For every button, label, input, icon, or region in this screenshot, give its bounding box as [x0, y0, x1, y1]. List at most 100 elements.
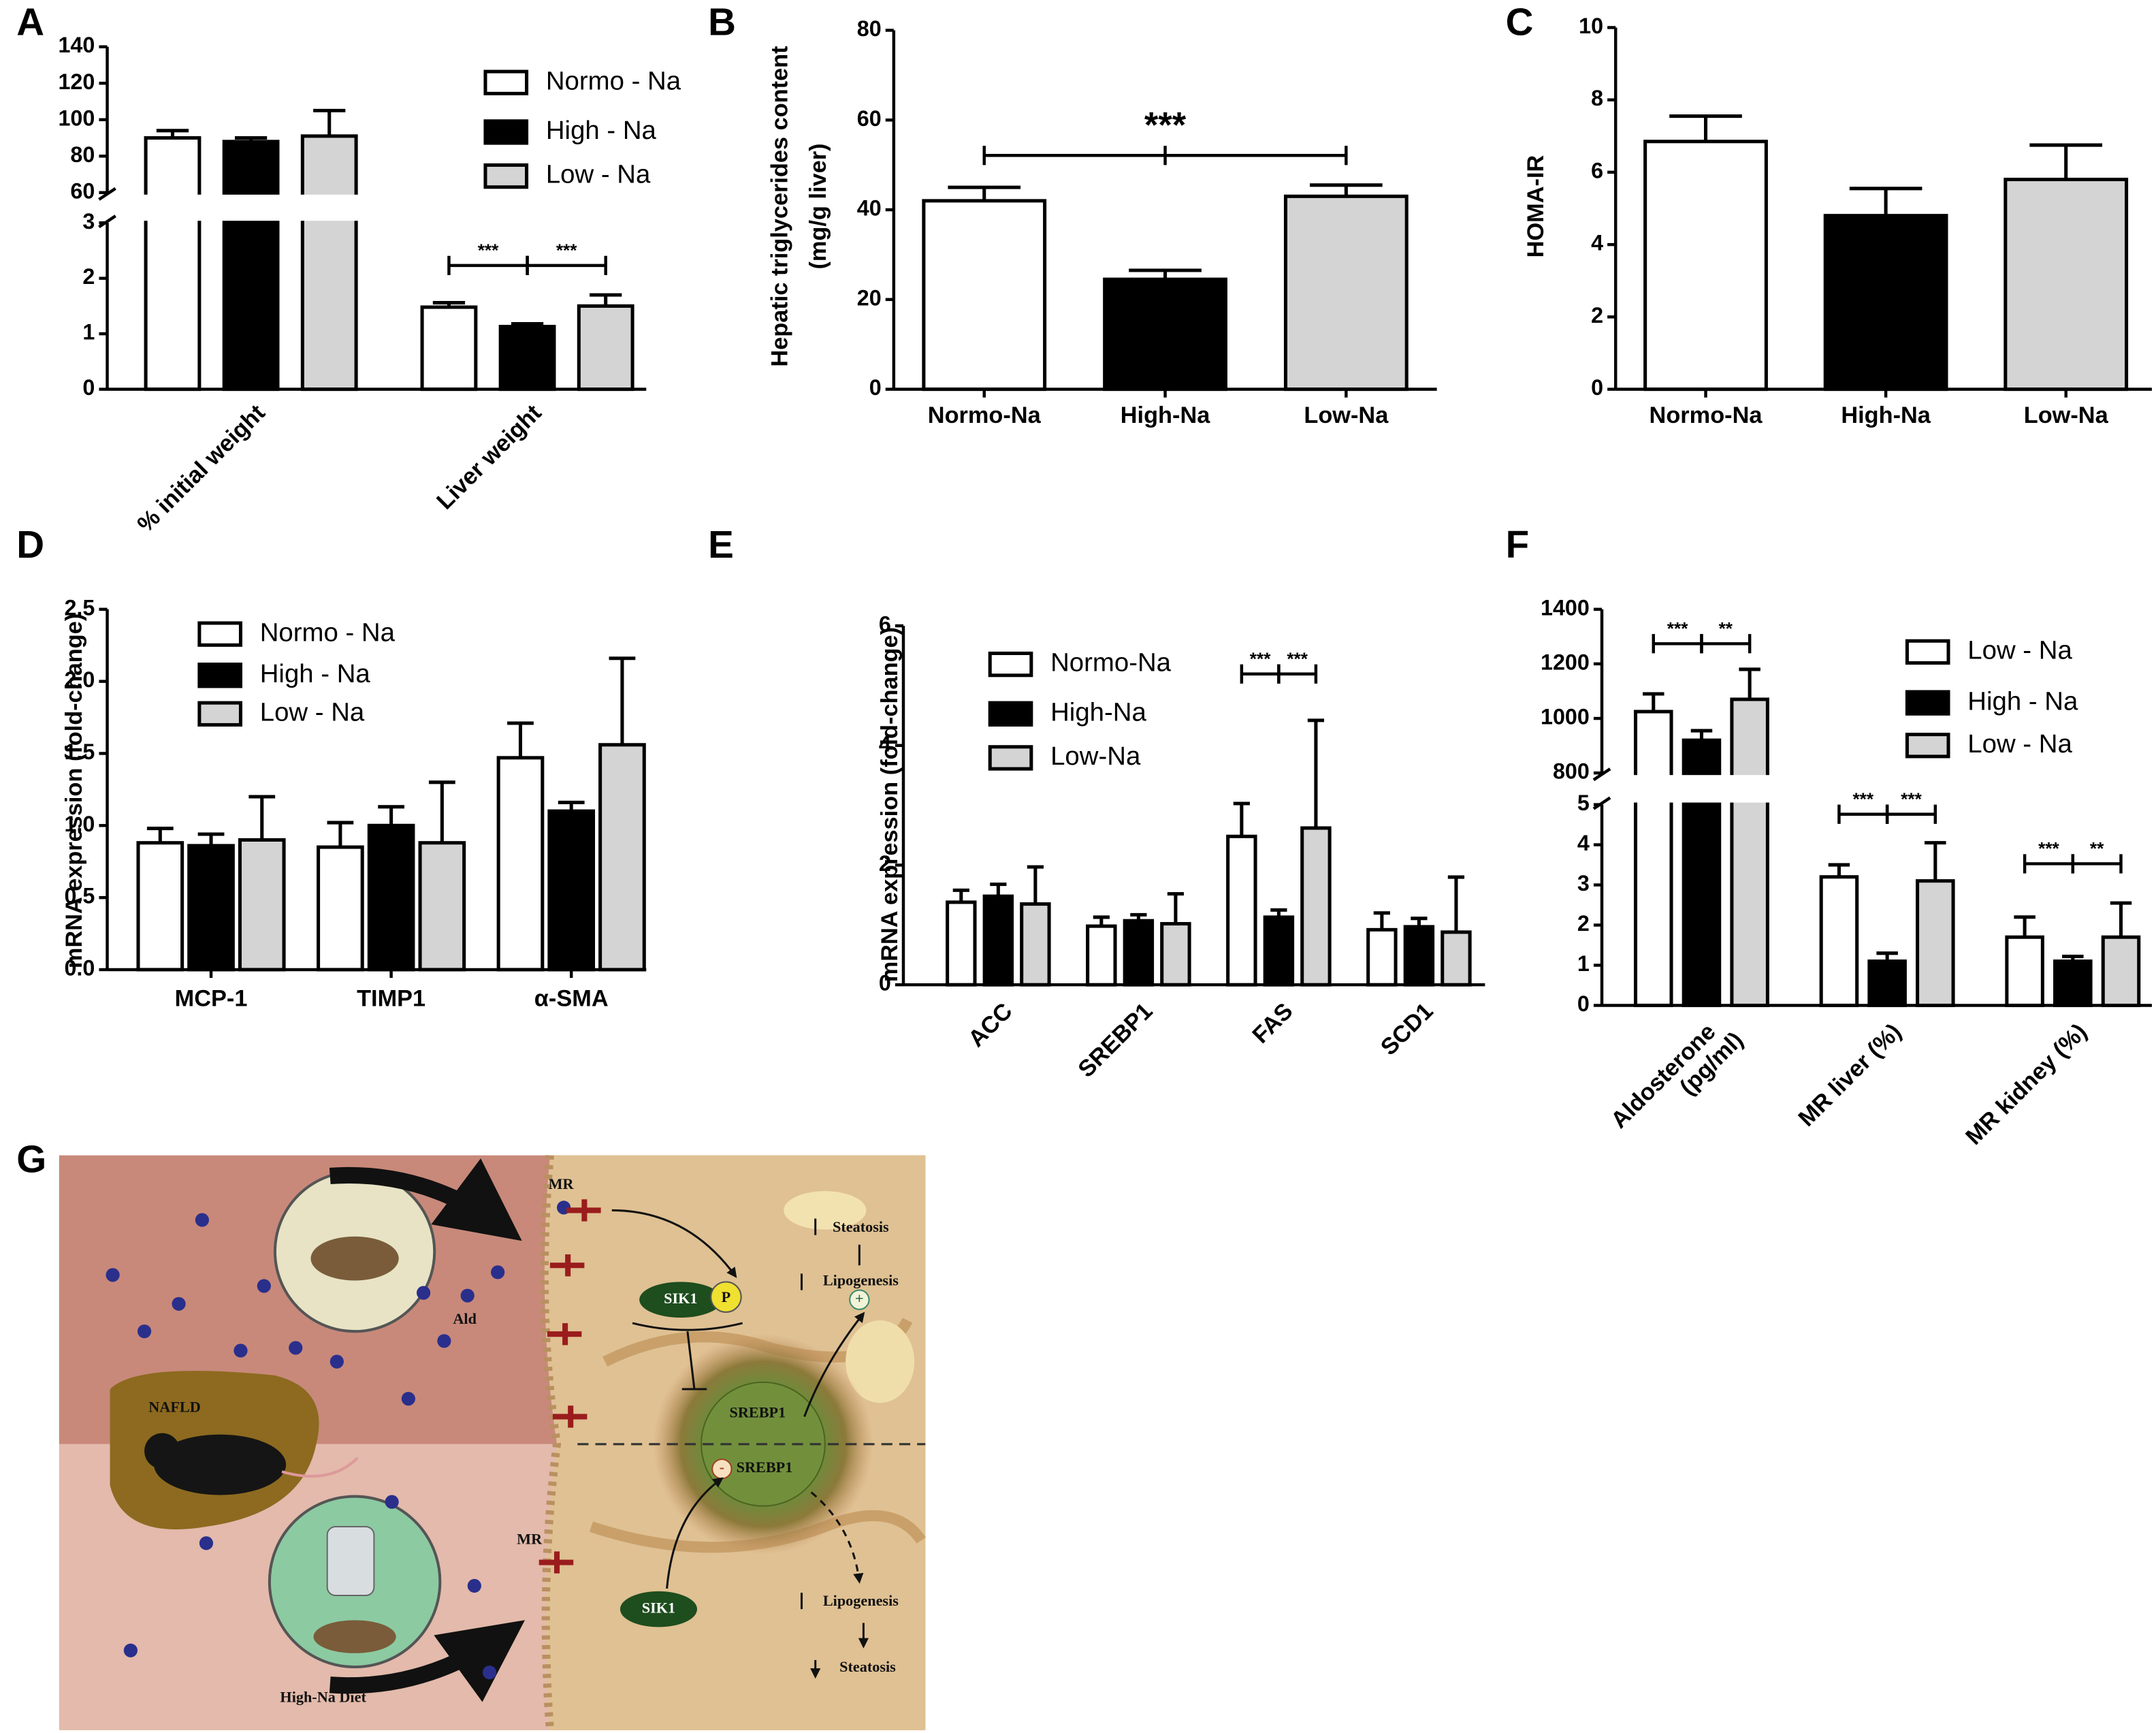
panel-label: B: [708, 0, 736, 43]
mouse-tail: [281, 1457, 359, 1478]
bar: [1123, 919, 1155, 987]
y-tick-label: 40: [857, 196, 882, 221]
x-tick-label: Liver weight: [432, 400, 547, 515]
error-bar: [558, 800, 585, 812]
error-bar: [2110, 901, 2132, 938]
x-tick-label: MCP-1: [175, 985, 248, 1011]
y-tick-label: 5: [1577, 791, 1590, 815]
x-tick-label: Low-Na: [2024, 402, 2109, 428]
y-axis-label: (mg/g liver): [805, 143, 831, 269]
legend-swatch: [988, 651, 1033, 678]
error-bar: [1027, 865, 1044, 904]
significance-label: ***: [556, 240, 577, 261]
significance-label: ***: [1144, 106, 1187, 146]
diagram-label: SREBP1: [737, 1459, 793, 1476]
significance-label: ***: [2038, 838, 2059, 859]
bar: [1730, 697, 1769, 1008]
y-axis-label: HOMA-IR: [1523, 155, 1549, 257]
bar: [2005, 935, 2044, 1008]
y-tick-label: 2: [1591, 303, 1603, 328]
pellets: [313, 1620, 396, 1653]
axis-break-gap: [91, 194, 647, 221]
error-bar: [609, 656, 636, 745]
legend-label: High - Na: [546, 116, 657, 145]
aldosterone-dots: [106, 1201, 571, 1680]
error-bar: [1739, 667, 1760, 699]
legend-swatch: [197, 663, 242, 688]
x-tick-label: SREBP1: [1074, 998, 1158, 1083]
legend-label: High-Na: [1050, 697, 1146, 727]
droplet: [784, 1191, 867, 1230]
legend-label: High - Na: [1967, 686, 2078, 716]
y-tick-label: 1200: [1541, 650, 1590, 674]
error-bar: [146, 827, 174, 843]
x-tick-label: TIMP1: [357, 985, 425, 1011]
error-bar: [156, 129, 189, 138]
bar: [2053, 959, 2093, 1008]
bar: [1226, 834, 1257, 987]
x-tick-label: SCD1: [1376, 998, 1438, 1061]
receptors: [538, 1199, 601, 1574]
y-tick-label: 3: [1577, 871, 1590, 895]
diagram-label: High-Na Diet: [280, 1689, 366, 1706]
droplet: [846, 1320, 915, 1403]
legend-label: Normo-Na: [1050, 648, 1172, 678]
bar: [2101, 935, 2141, 1008]
error-bar: [1129, 268, 1202, 280]
x-tick-label: Low-Na: [1304, 402, 1389, 428]
bar: [496, 756, 545, 972]
error-bar: [1925, 841, 1946, 881]
legend-swatch: [988, 701, 1033, 727]
error-bar: [248, 795, 276, 840]
error-bar: [1233, 801, 1250, 837]
bar: [2004, 178, 2129, 392]
bar: [1916, 879, 1955, 1008]
arrow: [803, 1311, 865, 1417]
phospho: [710, 1281, 742, 1313]
bar: [187, 844, 235, 972]
significance-label: ***: [1667, 618, 1688, 639]
x-tick-label: MR kidney (%): [1961, 1019, 2092, 1150]
y-tick-label: 6: [1591, 158, 1603, 182]
legend-swatch: [1905, 639, 1950, 665]
diagram-label: P: [722, 1288, 731, 1305]
y-tick-label: 0: [869, 375, 882, 400]
significance-bracket: [1700, 634, 1752, 654]
error-bar: [2029, 143, 2103, 180]
x-tick-label: FAS: [1248, 998, 1298, 1049]
bar: [420, 305, 478, 392]
sik1-complex: [639, 1282, 722, 1318]
arrow: [329, 1620, 525, 1702]
error-bar: [428, 780, 455, 843]
error-bar: [1669, 114, 1742, 142]
error-bar: [1849, 187, 1922, 216]
error-bar: [952, 888, 969, 902]
bar: [136, 841, 184, 972]
pellets: [310, 1236, 399, 1281]
x-tick-label: Normo-Na: [1650, 402, 1763, 428]
significance-label: ***: [1250, 648, 1271, 669]
significance-bracket: [2071, 854, 2123, 874]
y-tick-label: 1.5: [64, 740, 95, 764]
sik1: [620, 1591, 698, 1627]
significance-label: **: [1719, 618, 1733, 639]
error-bar: [1270, 908, 1287, 917]
arrow: [859, 1244, 863, 1647]
error-bar: [948, 185, 1021, 201]
diagram-label: Lipogenesis: [823, 1272, 899, 1289]
bar: [1283, 194, 1409, 392]
y-tick-label: 0: [1577, 991, 1590, 1016]
y-axis-label: mRNA expression (fold-change): [61, 614, 87, 968]
arrow: [810, 1491, 864, 1584]
y-tick-label: 100: [58, 106, 95, 130]
legend-swatch: [483, 69, 529, 95]
y-tick-label: 80: [857, 16, 882, 41]
legend-swatch: [483, 119, 529, 145]
y-tick-label: 0: [879, 971, 891, 996]
bar: [1819, 875, 1859, 1008]
error-bar: [1130, 912, 1147, 921]
membrane: [540, 1155, 562, 1731]
bar: [1263, 915, 1295, 987]
x-tick-label: High-Na: [1841, 402, 1931, 428]
